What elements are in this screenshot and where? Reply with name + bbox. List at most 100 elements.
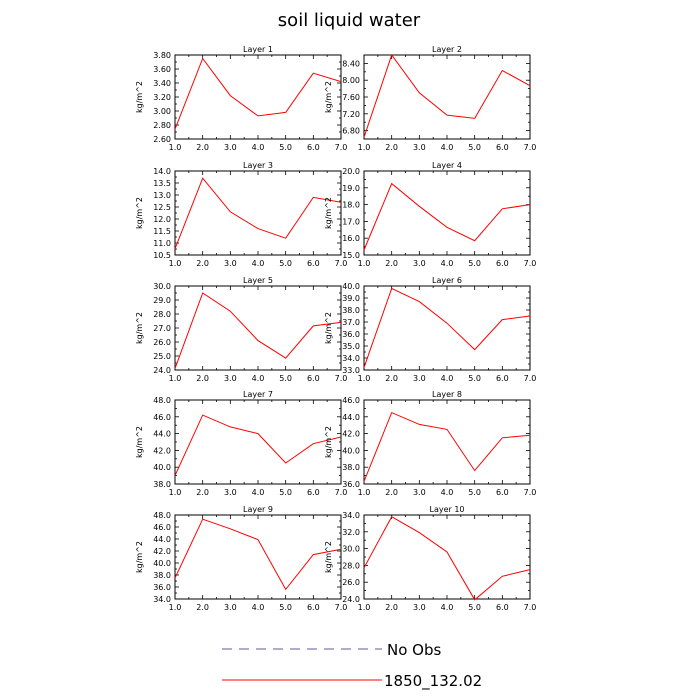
series-line: [174, 57, 342, 130]
y-tick-label: 27.0: [153, 324, 171, 333]
x-tick-label: 1.0: [358, 374, 371, 383]
y-tick-label: 14.0: [153, 167, 171, 176]
y-axis-label: kg/m^2: [324, 312, 333, 344]
x-tick-label: 6.0: [307, 488, 320, 497]
y-tick-label: 34.0: [342, 354, 360, 363]
x-tick-label: 2.0: [196, 488, 209, 497]
x-tick-label: 7.0: [524, 143, 537, 152]
panel-title: Layer 1: [243, 45, 273, 54]
y-axis-label: kg/m^2: [135, 197, 144, 229]
plot-frame: [174, 54, 342, 140]
y-axis-label: kg/m^2: [324, 81, 333, 113]
series-line: [363, 411, 531, 482]
y-tick-label: 37.0: [342, 318, 360, 327]
y-tick-label: 28.0: [153, 310, 171, 319]
panel-title: Layer 9: [243, 505, 273, 514]
x-tick-label: 4.0: [441, 143, 454, 152]
y-tick-label: 24.0: [153, 366, 171, 375]
y-tick-label: 44.0: [153, 430, 171, 439]
y-tick-label: 36.0: [342, 480, 360, 489]
plot-frame: [363, 514, 531, 600]
y-tick-label: 11.5: [153, 227, 171, 236]
legend: No Obs 1850_132.02: [222, 641, 482, 691]
plot-frame: [174, 170, 342, 256]
y-axis-label: kg/m^2: [324, 426, 333, 458]
y-tick-label: 30.0: [342, 545, 360, 554]
y-tick-label: 40.0: [342, 446, 360, 455]
x-tick-label: 5.0: [279, 374, 292, 383]
panel-title: Layer 3: [243, 161, 273, 170]
x-tick-label: 3.0: [224, 259, 237, 268]
panel-8: Layer 8kg/m^21.0 2.0 3.0 4.0 5.0 6.0 7.036.038…: [324, 390, 536, 497]
x-tick-label: 3.0: [224, 143, 237, 152]
y-tick-label: 8.00: [342, 76, 360, 85]
x-tick-label: 6.0: [496, 143, 509, 152]
series-line: [363, 53, 531, 138]
y-axis-label: kg/m^2: [135, 541, 144, 573]
x-tick-label: 5.0: [468, 143, 481, 152]
x-tick-label: 2.0: [385, 259, 398, 268]
plot-frame: [174, 399, 342, 485]
x-tick-label: 3.0: [224, 374, 237, 383]
x-tick-label: 6.0: [307, 143, 320, 152]
x-tick-label: 1.0: [358, 143, 371, 152]
x-tick-label: 7.0: [335, 488, 348, 497]
panel-7: Layer 7 kg/m^2 1.0 2.0 3.0 4.0 5.0 6.0 7.0 38.0 40…: [135, 390, 347, 497]
y-tick-label: 46.0: [153, 523, 171, 532]
panel-1: Layer 1 kg/m^2 1.0 2.0 3.0 4.0 5.0 6.0 7.0 2.60 2.…: [135, 45, 347, 152]
y-tick-label: 39.0: [342, 294, 360, 303]
x-tick-label: 4.0: [441, 374, 454, 383]
x-tick-label: 3.0: [413, 259, 426, 268]
x-tick-label: 3.0: [413, 603, 426, 612]
x-tick-label: 7.0: [524, 603, 537, 612]
x-tick-label: 5.0: [468, 374, 481, 383]
y-tick-label: 17.0: [342, 217, 360, 226]
y-tick-label: 40.0: [342, 282, 360, 291]
y-tick-label: 28.0: [342, 561, 360, 570]
x-tick-label: 6.0: [496, 488, 509, 497]
y-tick-label: 48.0: [153, 511, 171, 520]
x-tick-label: 6.0: [496, 259, 509, 268]
y-tick-label: 24.0: [342, 595, 360, 604]
y-axis-label: kg/m^2: [324, 197, 333, 229]
series-line: [363, 182, 531, 251]
y-tick-label: 12.0: [153, 215, 171, 224]
x-tick-label: 1.0: [169, 603, 182, 612]
y-tick-label: 38.0: [153, 480, 171, 489]
x-tick-label: 4.0: [252, 259, 265, 268]
panel-2: Layer 2 kg/m^2 1.0 2.0 3.0 4.0 5.0 6.0 7.0 6.80 7.…: [324, 45, 536, 152]
x-tick-label: 1.0: [358, 259, 371, 268]
y-tick-label: 38.0: [153, 571, 171, 580]
y-tick-label: 20.0: [342, 167, 360, 176]
x-tick-label: 7.0: [335, 259, 348, 268]
panel-title: Layer 4: [432, 161, 462, 170]
x-tick-label: 3.0: [413, 374, 426, 383]
y-tick-label: 26.0: [342, 578, 360, 587]
x-tick-label: 2.0: [385, 488, 398, 497]
x-tick-label: 2.0: [196, 603, 209, 612]
y-tick-label: 36.0: [153, 583, 171, 592]
panel-9: Layer 9 kg/m^2 1.0 2.0 3.0 4.0 5.0 6.0 7.0 34.0 36…: [135, 505, 347, 612]
x-tick-label: 6.0: [307, 603, 320, 612]
x-tick-label: 1.0: [169, 488, 182, 497]
y-tick-label: 35.0: [342, 342, 360, 351]
x-tick-label: 5.0: [468, 259, 481, 268]
y-tick-label: 7.20: [342, 110, 360, 119]
y-tick-label: 7.60: [342, 93, 360, 102]
y-tick-label: 6.80: [342, 127, 360, 136]
y-tick-label: 32.0: [342, 528, 360, 537]
x-tick-label: 2.0: [385, 143, 398, 152]
x-tick-label: 6.0: [307, 259, 320, 268]
x-tick-label: 2.0: [196, 143, 209, 152]
series-line: [363, 516, 531, 601]
x-tick-label: 5.0: [279, 603, 292, 612]
y-axis-label: kg/m^2: [135, 81, 144, 113]
y-tick-label: 10.5: [153, 251, 171, 260]
x-tick-label: 5.0: [468, 488, 481, 497]
x-tick-label: 4.0: [252, 374, 265, 383]
panel-title: Layer 6: [432, 276, 462, 285]
y-tick-label: 3.20: [153, 93, 171, 102]
x-tick-label: 7.0: [524, 259, 537, 268]
x-tick-label: 1.0: [358, 603, 371, 612]
